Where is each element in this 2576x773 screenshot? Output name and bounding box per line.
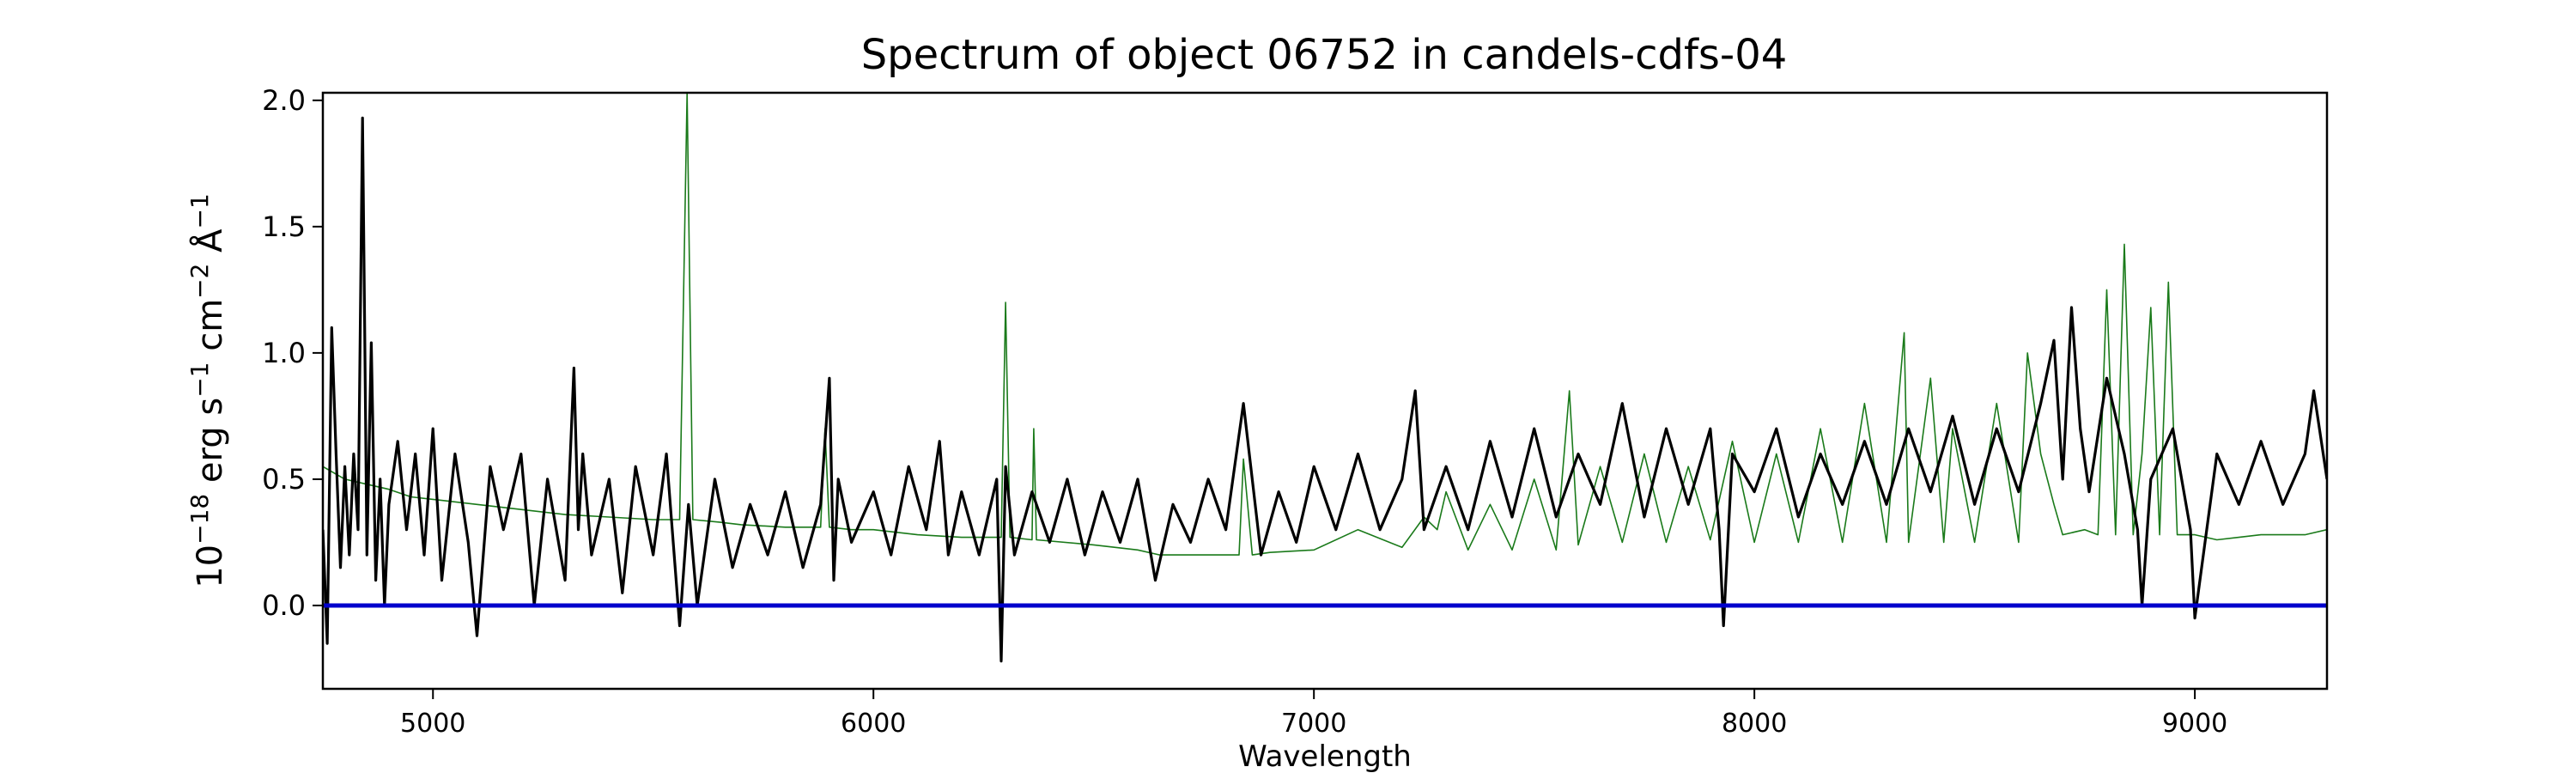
x-tick-label: 6000 — [841, 709, 906, 739]
model-spectrum-line — [323, 93, 2327, 556]
y-tick-label: 0.5 — [262, 463, 306, 496]
plot-frame — [321, 91, 2329, 691]
chart-title: Spectrum of object 06752 in candels-cdfs… — [861, 31, 1788, 79]
x-axis: 5000 6000 7000 8000 9000 — [400, 689, 2227, 739]
x-axis-label: Wavelength — [1238, 740, 1412, 773]
y-tick-label: 1.0 — [262, 337, 306, 369]
observed-spectrum-line — [323, 116, 2327, 663]
y-label-text: erg s — [191, 398, 230, 494]
y-label-text: 10 — [191, 545, 230, 588]
x-tick-label: 7000 — [1281, 709, 1346, 739]
y-label-exponent: −1 — [185, 362, 214, 398]
y-tick-label: 0.0 — [262, 589, 306, 622]
y-label-exponent: −18 — [185, 494, 214, 545]
x-tick-label: 8000 — [1722, 709, 1787, 739]
y-tick-label: 1.5 — [262, 210, 306, 243]
x-tick-label: 9000 — [2162, 709, 2227, 739]
y-axis: 0.0 0.5 1.0 1.5 2.0 — [262, 84, 323, 622]
series-layer — [323, 93, 2327, 663]
y-label-exponent: −1 — [185, 193, 214, 228]
y-axis-label: 10−18 erg s−1 cm−2 Å−1 — [185, 193, 231, 588]
y-label-text: Å — [189, 228, 230, 264]
y-label-exponent: −2 — [185, 264, 214, 299]
y-tick-label: 2.0 — [262, 84, 306, 117]
x-tick-label: 5000 — [400, 709, 465, 739]
y-label-text: cm — [191, 299, 230, 362]
